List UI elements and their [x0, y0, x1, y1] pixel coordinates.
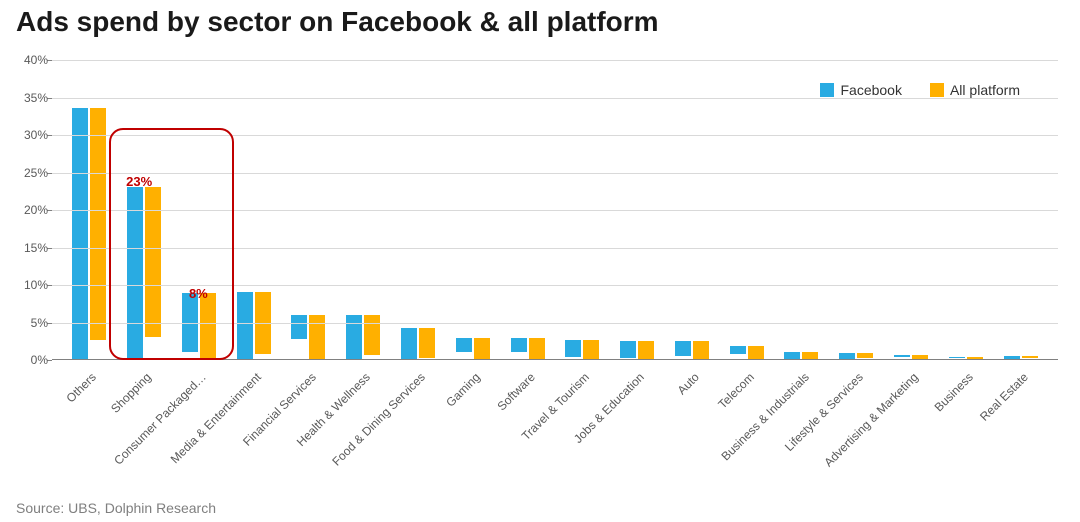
bar-all-platform [309, 315, 325, 359]
y-tick-label: 15% [10, 241, 48, 255]
bar-all-platform [474, 338, 490, 359]
bar-all-platform [967, 357, 983, 359]
callout-label: 23% [126, 174, 152, 189]
grid-line [52, 60, 1058, 61]
bar-facebook [72, 108, 88, 359]
bar-facebook [456, 338, 472, 352]
y-tick-label: 30% [10, 128, 48, 142]
bar-facebook [784, 352, 800, 359]
chart-area: 0%5%10%15%20%25%30%35%40% OthersShopping… [52, 60, 1058, 360]
bar-facebook [127, 187, 143, 360]
bar-group [336, 315, 391, 359]
y-tick-label: 10% [10, 278, 48, 292]
bar-all-platform [1022, 356, 1038, 358]
plot-area: 0%5%10%15%20%25%30%35%40% [52, 60, 1058, 360]
bar-facebook [949, 357, 965, 359]
bar-group [665, 341, 720, 359]
bar-facebook [291, 315, 307, 339]
bar-group [391, 328, 446, 360]
bar-all-platform [857, 353, 873, 358]
bar-all-platform [912, 355, 928, 359]
grid-line [52, 135, 1058, 136]
bar-group [774, 352, 829, 359]
bar-all-platform [693, 341, 709, 359]
bar-facebook [730, 346, 746, 354]
bar-facebook [346, 315, 362, 359]
grid-line [52, 248, 1058, 249]
bar-group [117, 187, 172, 360]
grid-line [52, 210, 1058, 211]
bar-group [226, 292, 281, 360]
bar-all-platform [90, 108, 106, 341]
bar-group [555, 340, 610, 360]
bar-group [719, 346, 774, 359]
grid-line [52, 323, 1058, 324]
bar-group [62, 108, 117, 359]
y-tick-label: 0% [10, 353, 48, 367]
y-tick-label: 35% [10, 91, 48, 105]
bar-group [281, 315, 336, 359]
bar-group [938, 357, 993, 359]
y-tick-label: 40% [10, 53, 48, 67]
bar-all-platform [748, 346, 764, 359]
bar-group [610, 341, 665, 359]
bar-facebook [620, 341, 636, 358]
bar-group [829, 353, 884, 359]
bar-all-platform [364, 315, 380, 355]
bar-group [884, 355, 939, 359]
bar-all-platform [419, 328, 435, 359]
callout-label: 8% [189, 286, 208, 301]
y-tick-label: 25% [10, 166, 48, 180]
bar-facebook [1004, 356, 1020, 359]
bar-facebook [401, 328, 417, 360]
grid-line [52, 173, 1058, 174]
chart-title: Ads spend by sector on Facebook & all pl… [16, 6, 659, 38]
bar-facebook [237, 292, 253, 360]
bar-all-platform [529, 338, 545, 359]
bar-facebook [565, 340, 581, 357]
bar-group [445, 338, 500, 359]
bar-facebook [839, 353, 855, 359]
bar-group [172, 293, 227, 359]
bar-facebook [894, 355, 910, 357]
bar-facebook [675, 341, 691, 356]
source-text: Source: UBS, Dolphin Research [16, 500, 216, 516]
y-tick-label: 5% [10, 316, 48, 330]
grid-line [52, 98, 1058, 99]
bar-group [993, 356, 1048, 359]
bar-all-platform [583, 340, 599, 360]
y-tick-label: 20% [10, 203, 48, 217]
bar-all-platform [200, 293, 216, 359]
bar-group [500, 338, 555, 359]
bar-all-platform [145, 187, 161, 337]
bar-all-platform [638, 341, 654, 359]
bar-facebook [511, 338, 527, 352]
bar-all-platform [802, 352, 818, 359]
